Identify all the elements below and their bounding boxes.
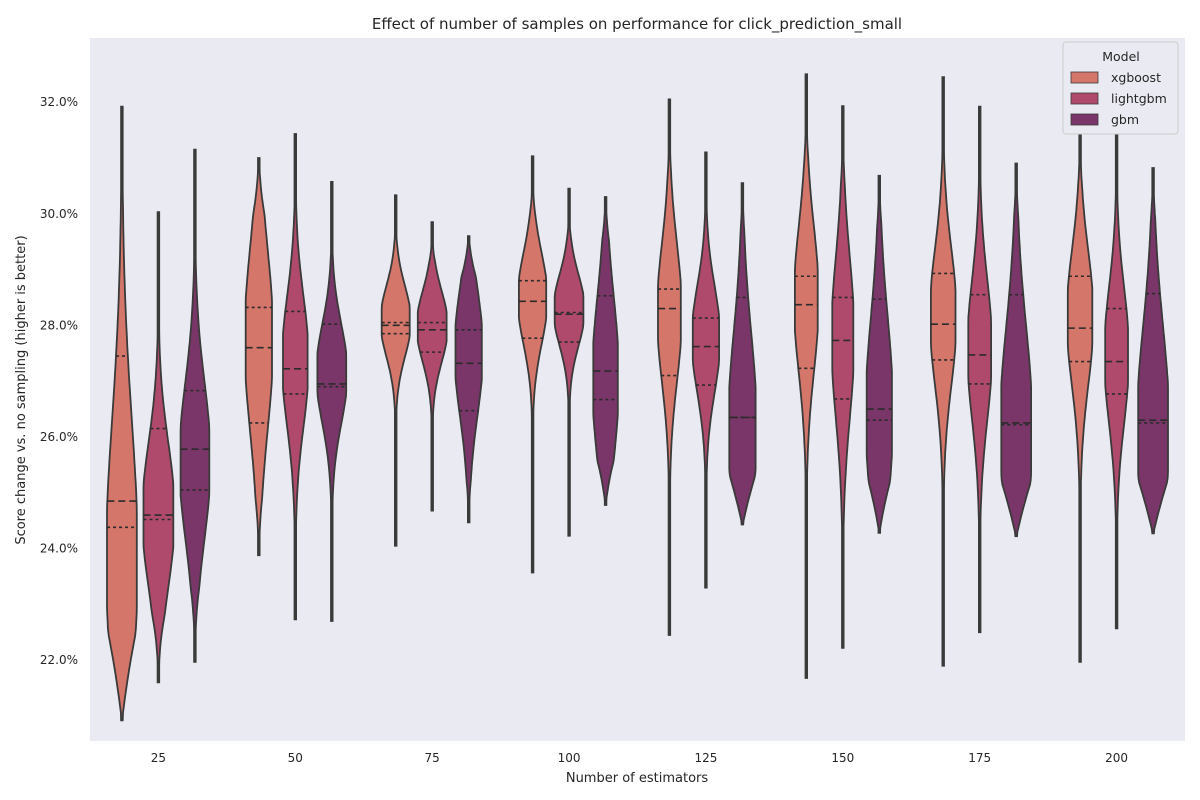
violin-body: [244, 157, 273, 557]
violin-body: [106, 105, 138, 722]
y-tick-label: 26.0%: [40, 430, 78, 444]
x-tick-label: 175: [968, 751, 991, 765]
violin-body: [691, 151, 720, 589]
violins-layer: [106, 73, 1169, 722]
violin-body: [592, 196, 619, 506]
violin-body: [865, 174, 893, 534]
legend-items: xgboost lightgbm gbm: [1070, 70, 1167, 127]
x-axis-label: Number of estimators: [566, 771, 709, 786]
legend-label: gbm: [1111, 112, 1139, 127]
legend-swatch: [1070, 71, 1099, 84]
chart-title: Effect of number of samples on performan…: [372, 15, 902, 34]
violin-body: [518, 155, 548, 574]
violin-body: [930, 76, 957, 667]
violin-body: [1000, 162, 1032, 538]
legend-label: xgboost: [1111, 70, 1161, 85]
y-tick-label: 24.0%: [40, 542, 78, 556]
y-tick-label: 22.0%: [40, 653, 78, 667]
violin-body: [282, 133, 309, 621]
violin-body: [657, 98, 682, 636]
y-tick-label: 28.0%: [40, 318, 78, 332]
legend-title: Model: [1102, 49, 1140, 64]
violin-body: [380, 194, 411, 547]
x-tick-label: 75: [425, 751, 440, 765]
violin-body: [416, 221, 448, 512]
violin-body: [142, 211, 175, 684]
violin-body: [179, 148, 211, 663]
legend-label: lightgbm: [1111, 91, 1167, 106]
legend-swatch: [1070, 92, 1099, 105]
violin-body: [454, 235, 483, 524]
x-tick-label: 25: [151, 751, 166, 765]
violin-body: [831, 105, 855, 649]
y-axis: 22.0% 24.0% 26.0% 28.0% 30.0% 32.0%: [40, 95, 78, 667]
x-tick-label: 150: [831, 751, 854, 765]
violin-body: [553, 187, 585, 537]
violin-body: [316, 181, 348, 622]
legend-swatch: [1070, 113, 1099, 126]
y-axis-label: Score change vs. no sampling (higher is …: [14, 235, 29, 544]
legend-box: [1062, 41, 1179, 135]
violin-body: [1137, 167, 1169, 535]
y-tick-label: 30.0%: [40, 207, 78, 221]
legend: Model xgboost lightgbm gbm: [1062, 41, 1179, 135]
x-tick-label: 100: [558, 751, 581, 765]
y-tick-label: 32.0%: [40, 95, 78, 109]
x-tick-label: 125: [694, 751, 717, 765]
violin-body: [794, 73, 819, 679]
x-tick-label: 50: [288, 751, 303, 765]
x-axis: 25 50 75 100 125 150 175 200: [151, 751, 1128, 765]
violin-body: [728, 182, 757, 526]
violin-body: [967, 105, 992, 634]
x-tick-label: 200: [1105, 751, 1128, 765]
